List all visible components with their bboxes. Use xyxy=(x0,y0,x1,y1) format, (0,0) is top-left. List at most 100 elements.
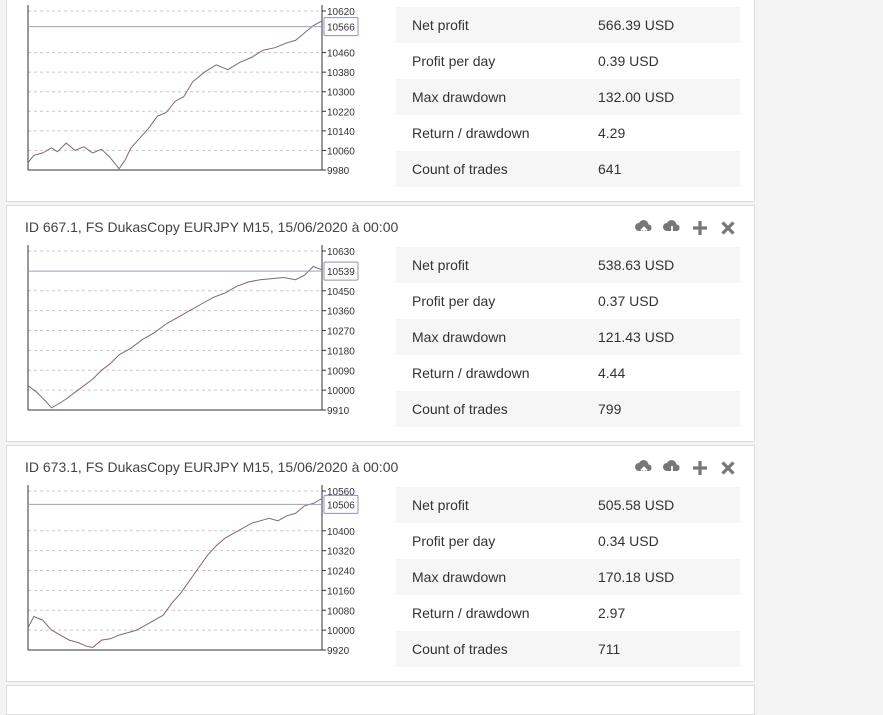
stat-label: Profit per day xyxy=(412,293,496,309)
stat-value: 641 xyxy=(598,161,622,177)
stat-row: Max drawdown 121.43 USD xyxy=(396,319,740,355)
current-value-label: 10539 xyxy=(327,267,355,278)
stat-row: Max drawdown 170.18 USD xyxy=(396,559,740,595)
equity-line xyxy=(27,20,323,170)
stat-row: Profit per day 0.37 USD xyxy=(396,283,740,319)
cloud-upload-icon[interactable] xyxy=(634,458,654,478)
stat-value: 121.43 USD xyxy=(598,329,675,345)
stat-label: Profit per day xyxy=(412,533,496,549)
stats-table: Net profit 566.39 USD Profit per day 0.39 U… xyxy=(396,7,740,187)
stats-table: Net profit 505.58 USD Profit per day 0.34 U… xyxy=(396,487,740,667)
stat-label: Return / drawdown xyxy=(412,125,530,141)
stat-label: Net profit xyxy=(412,257,469,273)
stat-value: 566.39 USD xyxy=(598,17,675,33)
y-tick-label: 10000 xyxy=(327,626,355,637)
stat-value: 4.29 xyxy=(598,125,626,141)
stat-row: Net profit 505.58 USD xyxy=(396,487,740,523)
stat-label: Profit per day xyxy=(412,53,496,69)
stat-value: 505.58 USD xyxy=(598,497,675,513)
current-value-label: 10566 xyxy=(327,23,355,34)
stat-value: 0.37 USD xyxy=(598,293,659,309)
stat-label: Count of trades xyxy=(412,161,508,177)
stats-table: Net profit 538.63 USD Profit per day 0.37 U… xyxy=(396,247,740,427)
stat-row: Max drawdown 132.00 USD xyxy=(396,79,740,115)
card-title: ID 667.1, FS DukasCopy EURJPY M15, 15/06… xyxy=(25,219,399,235)
stat-label: Return / drawdown xyxy=(412,365,530,381)
stat-row: Net profit 566.39 USD xyxy=(396,7,740,43)
stat-label: Return / drawdown xyxy=(412,605,530,621)
y-tick-label: 10270 xyxy=(327,327,355,338)
cloud-download-icon[interactable] xyxy=(662,218,682,238)
equity-chart: 10560 10400 10320 10240 10160 10080 10000 9920 1… xyxy=(27,485,359,657)
stat-label: Count of trades xyxy=(412,401,508,417)
close-icon[interactable] xyxy=(718,218,738,238)
stat-value: 2.97 xyxy=(598,605,626,621)
y-tick-label: 10300 xyxy=(327,88,355,99)
stat-label: Net profit xyxy=(412,497,469,513)
stat-value: 132.00 USD xyxy=(598,89,675,105)
y-tick-label: 10400 xyxy=(327,527,355,538)
y-tick-label: 10450 xyxy=(327,287,355,298)
stat-row: Return / drawdown 2.97 xyxy=(396,595,740,631)
stat-label: Max drawdown xyxy=(412,329,507,345)
stat-row: Net profit 538.63 USD xyxy=(396,247,740,283)
y-tick-label: 10140 xyxy=(327,127,355,138)
stat-label: Net profit xyxy=(412,17,469,33)
current-value-tag xyxy=(323,17,359,37)
equity-line xyxy=(27,498,323,649)
stat-row: Count of trades 711 xyxy=(396,631,740,667)
current-value-label: 10506 xyxy=(327,500,355,511)
y-tick-label: 10090 xyxy=(327,366,355,377)
stat-value: 170.18 USD xyxy=(598,569,675,585)
stat-value: 4.44 xyxy=(598,365,626,381)
stat-row: Return / drawdown 4.29 xyxy=(396,115,740,151)
stat-value: 799 xyxy=(598,401,622,417)
cloud-upload-icon[interactable] xyxy=(634,218,654,238)
card-actions xyxy=(634,218,738,238)
y-tick-label: 9980 xyxy=(327,166,350,177)
plus-icon[interactable] xyxy=(690,218,710,238)
result-card-2: ID 667.1, FS DukasCopy EURJPY M15, 15/06… xyxy=(6,205,755,442)
y-tick-label: 10180 xyxy=(327,346,355,357)
cloud-download-icon[interactable] xyxy=(662,458,682,478)
y-tick-label: 10360 xyxy=(327,307,355,318)
y-tick-label: 10000 xyxy=(327,386,355,397)
stat-value: 711 xyxy=(598,641,621,657)
y-tick-label: 9910 xyxy=(327,406,350,417)
equity-chart: 10620 10460 10380 10300 10220 10140 10060 9980 1… xyxy=(27,5,359,177)
stat-label: Max drawdown xyxy=(412,89,507,105)
y-tick-label: 10220 xyxy=(327,107,355,118)
current-value-tag xyxy=(323,261,359,281)
result-card-1: 10620 10460 10380 10300 10220 10140 10060 9980 1… xyxy=(6,0,755,202)
y-tick-label: 10240 xyxy=(327,567,355,578)
stat-label: Count of trades xyxy=(412,641,508,657)
y-tick-label: 10460 xyxy=(327,49,355,60)
card-title: ID 673.1, FS DukasCopy EURJPY M15, 15/06… xyxy=(25,459,399,475)
stat-row: Return / drawdown 4.44 xyxy=(396,355,740,391)
y-tick-label: 10160 xyxy=(327,586,355,597)
result-card-3: ID 673.1, FS DukasCopy EURJPY M15, 15/06… xyxy=(6,445,755,682)
result-card-4 xyxy=(6,685,755,715)
stat-value: 538.63 USD xyxy=(598,257,675,273)
y-tick-label: 10080 xyxy=(327,606,355,617)
stat-row: Profit per day 0.34 USD xyxy=(396,523,740,559)
stat-row: Profit per day 0.39 USD xyxy=(396,43,740,79)
stat-label: Max drawdown xyxy=(412,569,507,585)
y-tick-label: 10380 xyxy=(327,68,355,79)
card-actions xyxy=(634,458,738,478)
y-tick-label: 10560 xyxy=(327,487,355,498)
current-value-tag xyxy=(323,494,359,514)
equity-chart: 10630 10450 10360 10270 10180 10090 10000 9910 1… xyxy=(27,245,359,417)
y-tick-label: 10320 xyxy=(327,547,355,558)
stat-row: Count of trades 641 xyxy=(396,151,740,187)
y-tick-label: 10620 xyxy=(327,7,355,18)
stat-value: 0.34 USD xyxy=(598,533,659,549)
plus-icon[interactable] xyxy=(690,458,710,478)
equity-line xyxy=(27,265,323,409)
y-tick-label: 10060 xyxy=(327,146,355,157)
stat-value: 0.39 USD xyxy=(598,53,659,69)
y-tick-label: 10630 xyxy=(327,247,355,258)
y-tick-label: 9920 xyxy=(327,646,350,657)
stat-row: Count of trades 799 xyxy=(396,391,740,427)
close-icon[interactable] xyxy=(718,458,738,478)
